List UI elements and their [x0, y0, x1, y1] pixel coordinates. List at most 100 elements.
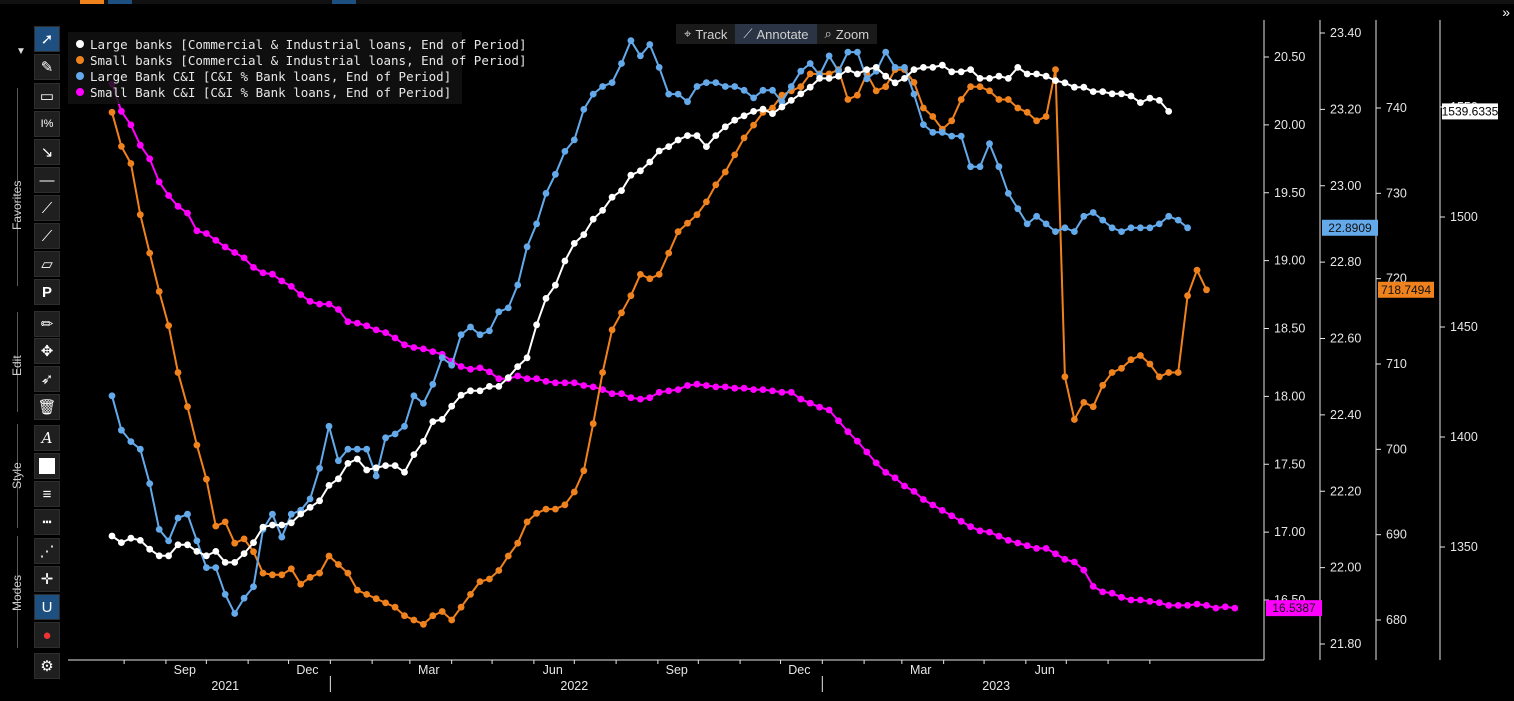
data-point[interactable] [382, 599, 389, 607]
data-point[interactable] [174, 514, 182, 522]
data-point[interactable] [193, 537, 201, 545]
segment-tool-button[interactable]: ⟋ [34, 223, 60, 249]
data-point[interactable] [335, 306, 342, 313]
data-point[interactable] [118, 539, 125, 546]
data-point[interactable] [523, 243, 531, 251]
data-point[interactable] [712, 132, 720, 140]
data-point[interactable] [580, 382, 588, 389]
data-point[interactable] [108, 108, 116, 116]
data-point[interactable] [240, 254, 248, 262]
data-point[interactable] [637, 167, 644, 175]
data-point[interactable] [1052, 66, 1059, 73]
data-point[interactable] [797, 67, 805, 75]
data-point[interactable] [589, 215, 597, 223]
data-point[interactable] [1127, 356, 1135, 364]
data-point[interactable] [759, 86, 767, 94]
data-point[interactable] [703, 143, 710, 151]
data-point[interactable] [184, 209, 191, 217]
data-point[interactable] [353, 586, 361, 594]
data-point[interactable] [514, 372, 522, 380]
data-point[interactable] [410, 392, 418, 400]
data-point[interactable] [410, 616, 418, 624]
data-point[interactable] [363, 591, 371, 598]
magnet-mode-button[interactable]: U [34, 594, 60, 620]
data-point[interactable] [278, 521, 286, 529]
data-point[interactable] [995, 532, 1003, 540]
data-point[interactable] [1118, 228, 1125, 236]
data-point[interactable] [552, 505, 559, 513]
data-point[interactable] [476, 331, 484, 339]
data-point[interactable] [674, 136, 682, 144]
data-point[interactable] [693, 132, 701, 140]
data-point[interactable] [637, 271, 644, 278]
data-point[interactable] [1071, 228, 1078, 236]
data-point[interactable] [136, 141, 144, 149]
data-point[interactable] [193, 227, 201, 235]
data-point[interactable] [391, 334, 399, 342]
data-point[interactable] [731, 116, 739, 124]
data-point[interactable] [382, 434, 389, 442]
data-point[interactable] [844, 428, 852, 436]
data-point[interactable] [495, 308, 503, 316]
channel-tool-button[interactable]: ▱ [34, 251, 60, 277]
data-point[interactable] [882, 83, 890, 91]
data-point[interactable] [703, 198, 710, 206]
data-point[interactable] [948, 117, 956, 125]
data-point[interactable] [712, 383, 720, 391]
select-lasso-button[interactable]: ⋰ [34, 538, 60, 564]
expand-icon[interactable]: » [1502, 4, 1510, 20]
data-point[interactable] [1108, 369, 1116, 376]
data-point[interactable] [740, 112, 748, 120]
data-point[interactable] [203, 564, 210, 571]
data-point[interactable] [1023, 70, 1031, 78]
data-point[interactable] [231, 610, 239, 617]
data-point[interactable] [957, 68, 965, 76]
data-point[interactable] [1146, 94, 1154, 102]
text-note-tool-button[interactable]: P [34, 279, 60, 305]
data-point[interactable] [1099, 381, 1107, 389]
data-point[interactable] [712, 181, 720, 189]
data-point[interactable] [1193, 600, 1201, 608]
data-point[interactable] [872, 87, 880, 95]
data-point[interactable] [221, 243, 229, 251]
data-point[interactable] [854, 91, 861, 99]
data-point[interactable] [712, 79, 720, 86]
data-point[interactable] [986, 87, 993, 95]
data-point[interactable] [401, 422, 408, 430]
data-point[interactable] [674, 90, 682, 98]
data-point[interactable] [155, 178, 163, 186]
data-point[interactable] [1146, 224, 1154, 232]
data-point[interactable] [542, 378, 550, 385]
data-point[interactable] [1203, 286, 1210, 294]
data-point[interactable] [1089, 209, 1097, 216]
data-point[interactable] [165, 537, 173, 545]
data-point[interactable] [1033, 212, 1040, 220]
data-point[interactable] [1137, 352, 1144, 359]
data-point[interactable] [146, 545, 154, 553]
data-point[interactable] [844, 48, 852, 56]
data-point[interactable] [448, 616, 456, 624]
data-point[interactable] [1014, 104, 1022, 112]
data-point[interactable] [1089, 583, 1097, 590]
data-point[interactable] [580, 231, 588, 239]
data-point[interactable] [533, 375, 540, 383]
data-point[interactable] [995, 96, 1003, 103]
data-point[interactable] [1193, 266, 1201, 274]
data-point[interactable] [684, 382, 691, 389]
data-point[interactable] [1212, 604, 1220, 612]
data-point[interactable] [174, 202, 182, 210]
data-point[interactable] [1071, 83, 1078, 91]
data-point[interactable] [1155, 599, 1163, 607]
data-point[interactable] [212, 522, 220, 530]
data-point[interactable] [353, 319, 361, 327]
data-point[interactable] [429, 348, 437, 355]
data-point[interactable] [825, 406, 833, 414]
data-point[interactable] [618, 390, 625, 398]
data-point[interactable] [269, 521, 276, 529]
data-point[interactable] [938, 507, 946, 514]
data-point[interactable] [1042, 545, 1050, 552]
data-point[interactable] [514, 363, 522, 370]
data-point[interactable] [146, 480, 154, 487]
data-point[interactable] [165, 552, 173, 560]
